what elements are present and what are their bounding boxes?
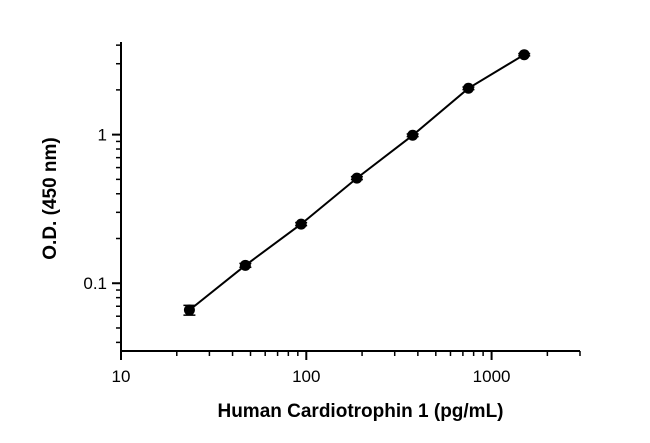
y-tick-label: 1: [98, 126, 107, 145]
x-tick-label: 10: [112, 367, 131, 386]
data-points: [183, 49, 530, 316]
error-bars: [183, 52, 531, 316]
data-point: [518, 49, 530, 61]
data-point: [351, 172, 363, 184]
ticks: [112, 44, 581, 360]
tick-labels: 10 100 1000 0.1 1: [83, 126, 510, 386]
x-axis-title: Human Cardiotrophin 1 (pg/mL): [217, 401, 503, 422]
x-tick-label: 100: [292, 367, 320, 386]
y-tick-label: 0.1: [83, 274, 107, 293]
axes: [120, 42, 580, 352]
data-point: [183, 304, 195, 316]
x-tick-label: 1000: [473, 367, 511, 386]
y-axis-title: O.D. (450 nm): [40, 137, 61, 259]
data-point: [407, 129, 419, 141]
data-point: [295, 218, 307, 230]
data-point: [239, 259, 251, 271]
data-point: [462, 82, 474, 94]
